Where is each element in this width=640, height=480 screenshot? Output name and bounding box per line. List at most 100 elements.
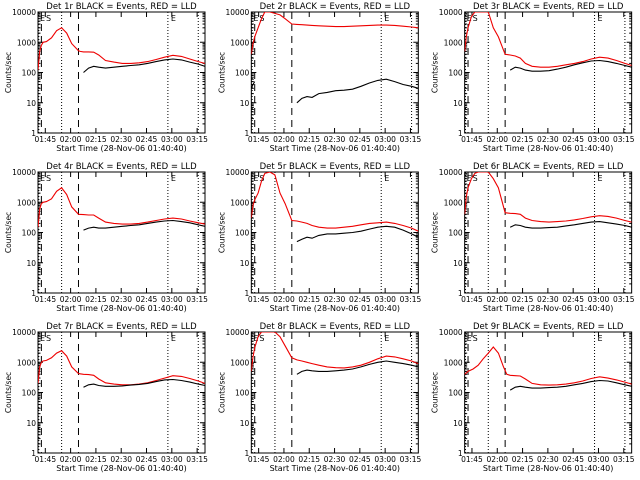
corner-label-s: S [473,14,478,23]
y-tick-label: 100 [22,69,37,78]
x-tick-label: 02:15 [85,135,107,144]
series-line-black [509,379,632,391]
corner-label-e: E [253,14,258,23]
x-tick-label: 03:15 [613,295,635,304]
y-tick-label: 1000 [17,358,36,367]
y-tick-label: 10 [26,419,36,428]
x-tick-label: 03:00 [588,135,610,144]
x-tick-label: 02:30 [110,135,132,144]
y-tick-label: 1 [245,449,250,458]
y-tick-label: 1000 [230,358,249,367]
x-tick-label: 02:00 [60,455,82,464]
series-line-red [464,346,632,386]
x-tick-label: 02:15 [85,295,107,304]
x-tick-label: 03:15 [186,295,208,304]
y-tick-label: 1000 [17,198,36,207]
x-tick-label: 02:00 [60,295,82,304]
top-right-label: E [384,14,389,23]
y-axis-label: Counts/sec [217,372,226,413]
x-tick-label: 03:00 [161,455,183,464]
y-axis-label: Counts/sec [431,52,440,93]
y-tick-label: 100 [22,389,37,398]
x-tick-label: 02:30 [537,135,559,144]
series-group [464,12,632,72]
x-tick-label: 02:30 [537,295,559,304]
x-axis-label: Start Time (28-Nov-06 01:40:40) [56,144,186,153]
x-tick-label: 02:30 [324,135,346,144]
series-line-red [251,172,419,232]
panel-title: Det 2r BLACK = Events, RED = LLD [260,2,411,12]
x-tick-label: 02:15 [512,295,534,304]
panel-9: Det 9r BLACK = Events, RED = LLD 1 10 100 10… [431,322,635,473]
y-tick-label: 100 [448,229,463,238]
plot-frame [464,11,633,134]
x-tick-label: 03:00 [374,455,396,464]
y-tick-label: 10 [240,259,250,268]
panel-title: Det 9r BLACK = Events, RED = LLD [473,322,624,332]
y-tick-label: 100 [448,69,463,78]
x-tick-label: 01:45 [461,135,483,144]
corner-label-e: E [40,334,45,343]
y-tick-label: 100 [235,229,250,238]
x-tick-label: 02:15 [298,455,320,464]
y-axis-label: Counts/sec [431,372,440,413]
plot-frame [464,171,633,294]
y-tick-label: 100 [448,389,463,398]
y-tick-label: 10000 [225,328,249,337]
x-tick-label: 01:45 [34,455,56,464]
panel-title: Det 5r BLACK = Events, RED = LLD [260,162,411,172]
x-tick-label: 02:45 [136,135,158,144]
panel-8: Det 8r BLACK = Events, RED = LLD 1 10 100 10… [217,322,421,473]
corner-label-s: S [259,174,264,183]
y-tick-label: 10000 [439,168,463,177]
panel-title: Det 6r BLACK = Events, RED = LLD [473,162,624,172]
x-tick-label: 03:00 [374,295,396,304]
y-tick-label: 10000 [12,168,36,177]
y-tick-label: 1000 [444,198,463,207]
x-tick-label: 02:45 [349,295,371,304]
panel-6: Det 6r BLACK = Events, RED = LLD 1 10 100 10… [431,162,635,313]
corner-label-s: S [473,334,478,343]
x-axis-label: Start Time (28-Nov-06 01:40:40) [483,464,613,473]
x-tick-label: 03:15 [400,135,422,144]
y-tick-label: 1000 [444,358,463,367]
corner-label-s: S [46,174,51,183]
x-tick-label: 03:00 [588,455,610,464]
panel-title: Det 7r BLACK = Events, RED = LLD [46,322,197,332]
x-tick-label: 02:15 [512,455,534,464]
x-tick-label: 03:00 [161,135,183,144]
x-tick-label: 02:30 [110,295,132,304]
series-line-red [251,12,419,55]
x-axis-label: Start Time (28-Nov-06 01:40:40) [483,144,613,153]
series-group [251,332,419,375]
y-tick-label: 1000 [230,38,249,47]
panel-title: Det 3r BLACK = Events, RED = LLD [473,2,624,12]
panel-7: Det 7r BLACK = Events, RED = LLD 1 10 100 10… [4,322,208,473]
panel-2: Det 2r BLACK = Events, RED = LLD 1 10 100 10… [217,2,421,153]
y-tick-label: 1 [31,129,36,138]
y-tick-label: 100 [235,389,250,398]
panel-1: Det 1r BLACK = Events, RED = LLD 1 10 100 10… [4,2,208,153]
plot-frame [250,171,419,294]
x-axis-label: Start Time (28-Nov-06 01:40:40) [56,304,186,313]
x-tick-label: 03:00 [161,295,183,304]
top-right-label: E [384,334,389,343]
top-right-label: E [384,174,389,183]
panel-4: Det 4r BLACK = Events, RED = LLD 1 10 100 10… [4,162,208,313]
x-tick-label: 03:15 [613,455,635,464]
y-tick-label: 100 [235,69,250,78]
y-tick-label: 1 [458,289,463,298]
x-tick-label: 01:45 [248,455,270,464]
x-tick-label: 01:45 [248,135,270,144]
y-axis-label: Counts/sec [217,52,226,93]
y-tick-label: 1000 [444,38,463,47]
x-axis-label: Start Time (28-Nov-06 01:40:40) [483,304,613,313]
x-tick-label: 02:30 [537,455,559,464]
x-tick-label: 02:00 [273,455,295,464]
corner-label-e: E [467,14,472,23]
y-tick-label: 1 [31,289,36,298]
y-tick-label: 10 [26,99,36,108]
corner-label-s: S [473,174,478,183]
series-line-black [83,378,205,388]
series-line-black [296,360,419,375]
